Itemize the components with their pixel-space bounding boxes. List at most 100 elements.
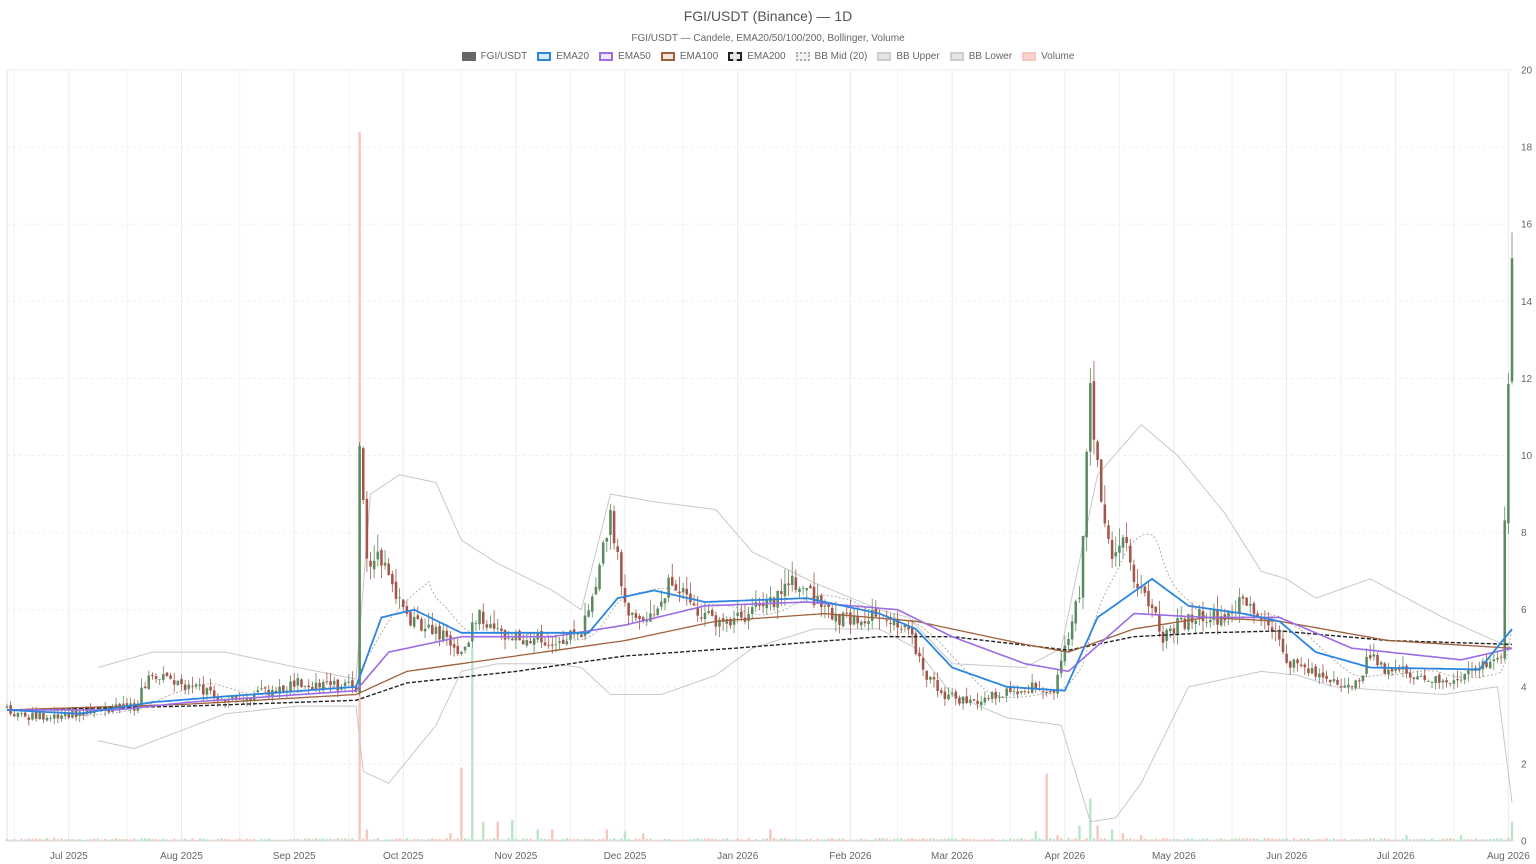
legend-swatch <box>795 52 810 61</box>
legend-item-ema100[interactable]: EMA100 <box>660 51 718 62</box>
volume-bar <box>1470 839 1474 841</box>
candle <box>180 674 183 691</box>
candle-body <box>202 684 205 695</box>
candle-body <box>463 646 467 651</box>
candle <box>147 670 151 691</box>
candle-body <box>1343 685 1347 688</box>
legend-item-ema50[interactable]: EMA50 <box>599 51 651 62</box>
candle <box>1394 659 1397 674</box>
candle <box>616 538 619 560</box>
volume-bar <box>238 838 241 841</box>
volume-bar <box>936 839 939 841</box>
candle-body <box>641 617 645 622</box>
candle <box>700 607 703 622</box>
candle <box>907 620 910 635</box>
candle-body <box>85 708 89 715</box>
candle-body <box>401 599 405 608</box>
candle-body <box>1176 618 1179 635</box>
volume-bar <box>16 839 20 841</box>
volume-bar <box>514 838 518 841</box>
volume-bar <box>943 838 947 841</box>
candle <box>591 593 594 618</box>
legend-item-volume[interactable]: Volume <box>1022 51 1074 62</box>
candle-body <box>1318 673 1321 678</box>
candle-body <box>343 682 347 686</box>
candle-body <box>750 607 754 615</box>
candle <box>1143 583 1147 597</box>
legend-item-fgi-usdt[interactable]: FGI/USDT <box>461 51 527 62</box>
candle-body <box>231 696 234 701</box>
candle <box>449 631 452 655</box>
volume-bar <box>485 839 489 841</box>
candle <box>889 613 892 634</box>
volume-bar <box>402 839 405 841</box>
candle-body <box>1056 674 1059 694</box>
volume-bar <box>1299 838 1303 841</box>
candle <box>387 558 390 576</box>
volume-bar <box>1230 838 1234 841</box>
candle <box>939 687 943 696</box>
candle <box>401 599 405 611</box>
volume-bar <box>274 839 278 841</box>
candle <box>1256 610 1259 617</box>
legend-item-ema200[interactable]: EMA200 <box>728 51 786 62</box>
candle-body <box>1125 537 1128 544</box>
candle-body <box>245 697 249 702</box>
candle-body <box>485 624 489 628</box>
candle-body <box>1361 675 1365 682</box>
volume-bar <box>405 838 409 841</box>
volume-bar <box>761 839 765 841</box>
candle <box>892 613 896 631</box>
candle-body <box>314 682 318 690</box>
candle-body <box>205 688 209 695</box>
volume-bar <box>1285 838 1288 841</box>
candle <box>1219 605 1223 627</box>
volume-bar <box>1060 837 1063 841</box>
volume-bar <box>100 839 103 841</box>
candle-body <box>605 538 609 542</box>
bb-upper-line <box>97 424 1513 680</box>
legend-item-ema20[interactable]: EMA20 <box>537 51 589 62</box>
candle-body <box>1310 667 1314 674</box>
candle-body <box>889 622 892 625</box>
candle <box>1416 670 1419 680</box>
candle <box>529 632 532 644</box>
candle <box>747 606 750 630</box>
candle <box>307 679 310 694</box>
candle <box>1372 643 1376 661</box>
volume-bar <box>1456 839 1459 841</box>
candle-body <box>1121 537 1125 548</box>
candle <box>481 603 485 631</box>
volume-bar <box>205 839 209 841</box>
candle-body <box>783 583 787 597</box>
candle <box>1078 585 1081 604</box>
candle-body <box>681 588 685 593</box>
volume-bar <box>856 839 859 841</box>
volume-bar <box>176 839 180 841</box>
candle-body <box>1248 604 1252 606</box>
candle-body <box>1241 596 1245 599</box>
volume-bar <box>1165 838 1168 841</box>
candle <box>947 687 950 701</box>
x-tick-label: Sep 2025 <box>273 851 316 862</box>
volume-bar <box>336 837 340 841</box>
legend-label: BB Lower <box>968 51 1013 62</box>
volume-bar <box>478 839 481 841</box>
legend-item-bb-lower[interactable]: BB Lower <box>949 51 1013 62</box>
volume-bar <box>507 837 510 841</box>
volume-bar <box>1110 829 1114 841</box>
legend-item-bb-upper[interactable]: BB Upper <box>877 51 940 62</box>
volume-bar <box>1023 839 1027 841</box>
legend-item-bb-mid-20[interactable]: BB Mid (20) <box>795 51 867 62</box>
candle-body <box>1227 612 1230 619</box>
volume-bar <box>707 838 710 841</box>
candle <box>914 630 918 656</box>
volume-bar <box>267 838 270 841</box>
candle-body <box>638 615 641 619</box>
volume-bar <box>925 839 928 841</box>
volume-bar <box>1201 838 1205 841</box>
candle <box>16 711 20 721</box>
candle <box>372 545 376 579</box>
volume-bar <box>772 838 776 841</box>
